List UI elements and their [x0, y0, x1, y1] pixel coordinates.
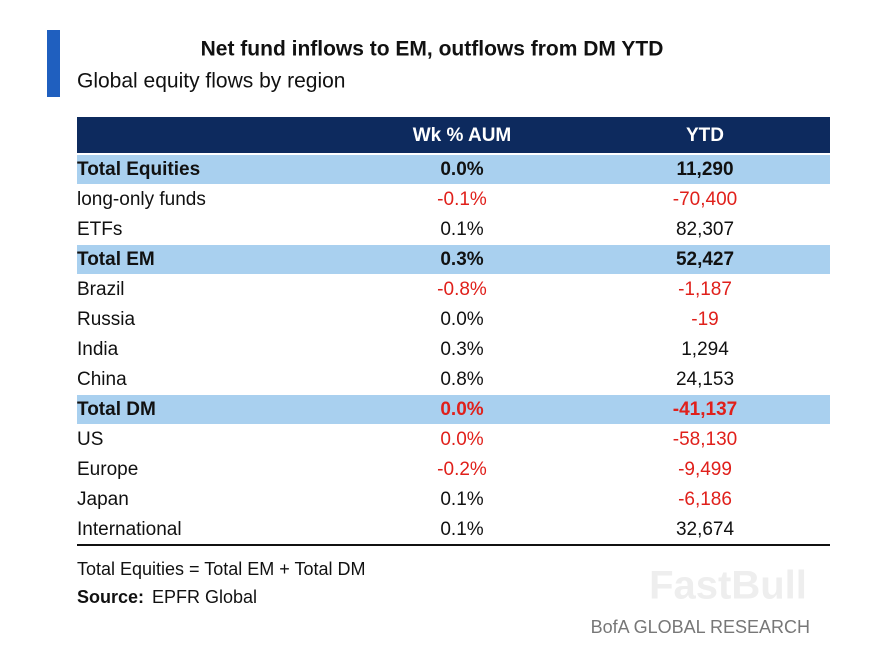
title: Net fund inflows to EM, outflows from DM… — [201, 38, 664, 61]
accent-bar — [47, 30, 60, 97]
row-highlight — [77, 245, 830, 274]
row-label: Total DM — [77, 399, 156, 420]
cell: 0.0% — [440, 399, 483, 420]
column-header: YTD — [686, 125, 724, 146]
row-label: US — [77, 429, 103, 450]
cell: 0.3% — [440, 249, 483, 270]
subtitle: Global equity flows by region — [77, 70, 345, 93]
row-label: long-only funds — [77, 189, 206, 210]
source: EPFR Global — [152, 587, 257, 607]
cell: 24,153 — [676, 369, 734, 390]
row-label: India — [77, 339, 119, 360]
cell: -0.2% — [437, 459, 487, 480]
row-label: ETFs — [77, 219, 122, 240]
row-label: International — [77, 519, 182, 540]
row-label: Europe — [77, 459, 138, 480]
row-label: Russia — [77, 309, 136, 330]
cell: 52,427 — [676, 249, 734, 270]
cell: -70,400 — [673, 189, 737, 210]
cell: 0.0% — [440, 309, 483, 330]
cell: -6,186 — [678, 489, 732, 510]
cell: 11,290 — [676, 159, 733, 180]
row-highlight — [77, 155, 830, 184]
cell: 0.1% — [440, 519, 483, 540]
cell: 0.8% — [440, 369, 483, 390]
cell: -41,137 — [673, 399, 737, 420]
cell: 0.1% — [440, 219, 483, 240]
cell: 1,294 — [681, 339, 729, 360]
cell: -58,130 — [673, 429, 737, 450]
watermark: FastBull — [649, 564, 807, 608]
footnote: Total Equities = Total EM + Total DM — [77, 559, 365, 579]
cell: -0.1% — [437, 189, 487, 210]
cell: 82,307 — [676, 219, 734, 240]
row-label: Brazil — [77, 279, 125, 300]
table-header — [77, 117, 830, 153]
cell: -19 — [691, 309, 718, 330]
cell: 32,674 — [676, 519, 735, 540]
row-label: Japan — [77, 489, 129, 510]
cell: 0.1% — [440, 489, 483, 510]
row-label: China — [77, 369, 127, 390]
cell: 0.3% — [440, 339, 483, 360]
row-highlight — [77, 395, 830, 424]
cell: -1,187 — [678, 279, 732, 300]
source-label: Source: — [77, 587, 144, 607]
cell: -0.8% — [437, 279, 487, 300]
column-header: Wk % AUM — [413, 125, 512, 146]
cell: 0.0% — [440, 159, 483, 180]
row-label: Total Equities — [77, 159, 200, 180]
brand: BofA GLOBAL RESEARCH — [591, 617, 810, 637]
cell: -9,499 — [678, 459, 732, 480]
cell: 0.0% — [440, 429, 483, 450]
row-label: Total EM — [77, 249, 155, 270]
